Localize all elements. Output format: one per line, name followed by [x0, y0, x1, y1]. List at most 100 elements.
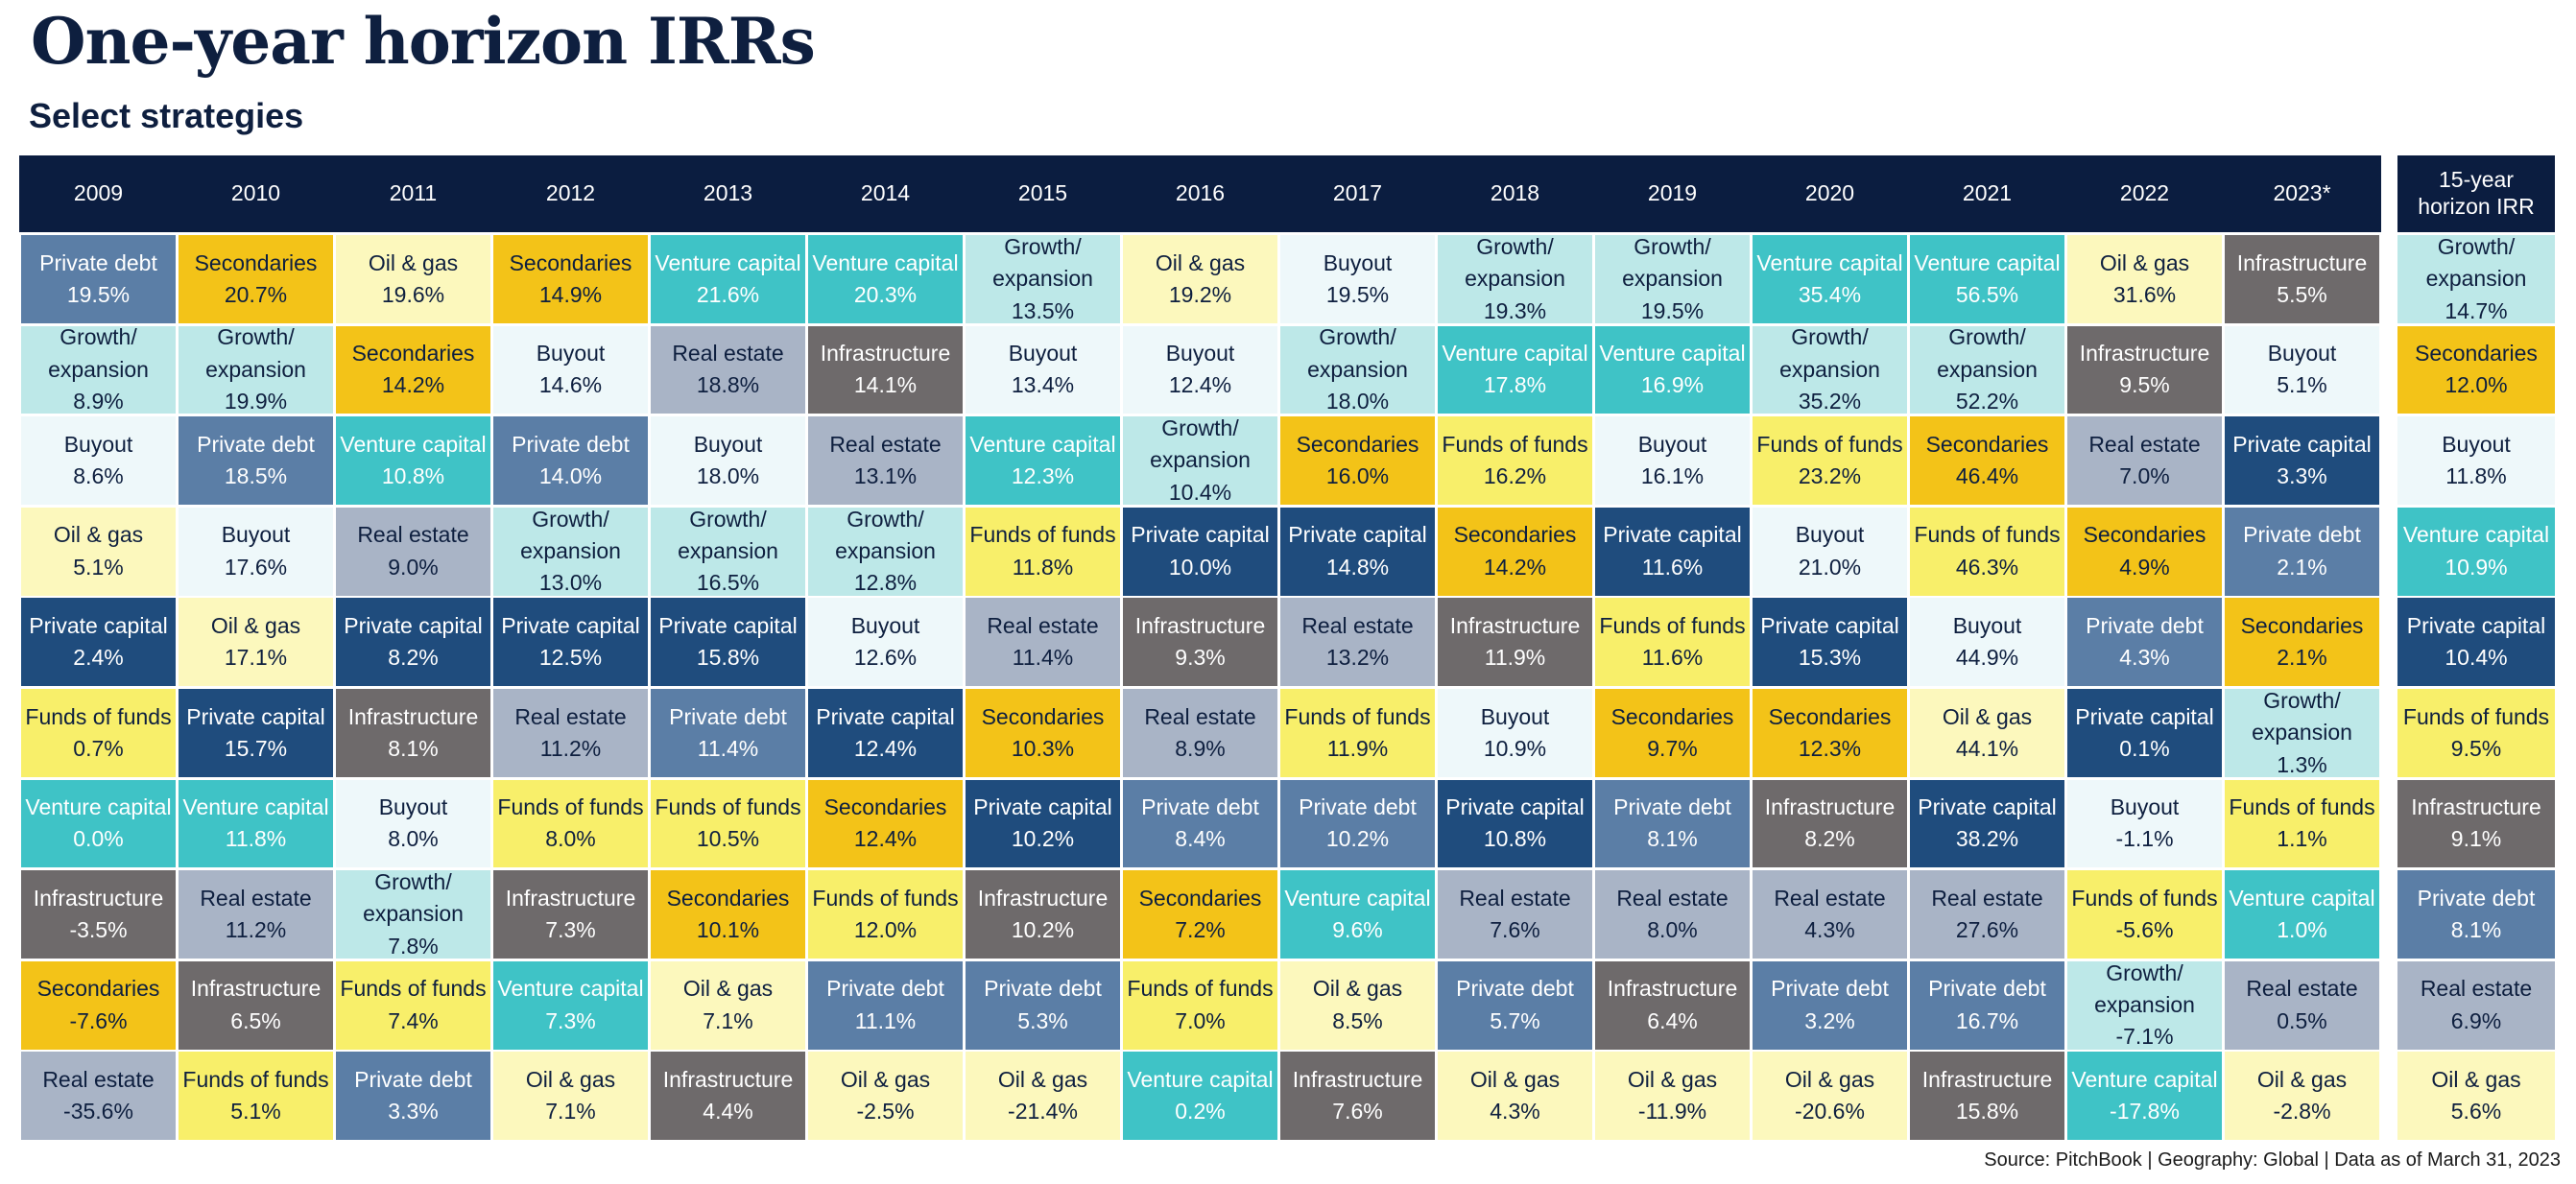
cell-buyout: Buyout 44.9% — [1910, 598, 2064, 687]
cell-strategy-label: Private capital — [29, 612, 168, 638]
cell-strategy-label: Oil & gas — [2099, 249, 2190, 275]
cell-strategy-label: Oil & gas — [1627, 1066, 1718, 1092]
cell-strategy-label: Infrastructure — [347, 703, 479, 729]
cell-irr-value: 10.2% — [1011, 917, 1075, 943]
cell-strategy-label: Real estate — [357, 522, 469, 548]
cell-strategy-label: Venture capital — [25, 794, 172, 820]
cell-growth-expansion: Growth/expansion 19.9% — [179, 324, 333, 414]
source-note: Source: PitchBook | Geography: Global | … — [1984, 1149, 2561, 1171]
cell-private-capital: Private capital 2.4% — [21, 598, 176, 687]
cell-strategy-label: Private debt — [1456, 976, 1574, 1002]
cell-growth-expansion: Growth/expansion 13.5% — [966, 234, 1120, 323]
cell-venture-capital: Venture capital 20.3% — [808, 235, 963, 323]
cell-irr-value: 11.4% — [1012, 645, 1074, 671]
cell-irr-value: 5.3% — [1017, 1007, 1068, 1033]
cell-irr-value: 56.5% — [1955, 281, 2019, 307]
cell-irr-value: 18.5% — [224, 463, 288, 489]
cell-secondaries: Secondaries 14.2% — [1438, 507, 1592, 596]
cell-strategy-label: Buyout — [1952, 612, 2022, 638]
horizon-header: 15-year horizon IRR — [2397, 155, 2555, 232]
cell-real-estate: Real estate 8.0% — [1595, 870, 1750, 959]
cell-irr-value: 12.3% — [1011, 463, 1075, 489]
cell-private-capital: Private capital 15.8% — [651, 598, 805, 687]
cell-strategy-label: Funds of funds — [969, 522, 1116, 548]
cell-irr-value: 10.9% — [1483, 735, 1547, 761]
cell-irr-value: 18.8% — [696, 372, 760, 398]
cell-infrastructure: Infrastructure 9.5% — [2067, 325, 2222, 414]
cell-irr-value: 7.0% — [2119, 463, 2170, 489]
cell-buyout: Buyout 19.5% — [1280, 235, 1435, 323]
cell-venture-capital: Venture capital -17.8% — [2067, 1052, 2222, 1141]
cell-venture-capital: Venture capital 11.8% — [179, 779, 333, 868]
cell-funds-of-funds: Funds of funds 12.0% — [808, 870, 963, 959]
cell-strategy-label: Secondaries — [1610, 703, 1734, 729]
cell-strategy-label: Private capital — [816, 703, 955, 729]
cell-irr-value: 8.1% — [388, 735, 439, 761]
cell-irr-value: -2.8% — [2273, 1099, 2331, 1125]
cell-strategy-label: Infrastructure — [505, 885, 636, 911]
cell-strategy-label: Real estate — [1774, 885, 1886, 911]
cell-strategy-label: Buyout — [63, 431, 133, 457]
cell-irr-value: 1.3% — [2277, 751, 2327, 777]
cell-irr-value: 11.8% — [1012, 554, 1074, 580]
cell-irr-value: 11.2% — [539, 735, 602, 761]
cell-infrastructure: Infrastructure 6.4% — [1595, 960, 1750, 1050]
cell-irr-value: 35.2% — [1798, 389, 1862, 414]
cell-irr-value: 12.0% — [853, 917, 918, 943]
cell-irr-value: 7.2% — [1175, 917, 1226, 943]
cell-irr-value: 19.9% — [224, 389, 288, 414]
cell-irr-value: 5.1% — [73, 554, 124, 580]
cell-irr-value: 19.6% — [381, 281, 445, 307]
cell-irr-value: 1.1% — [2277, 826, 2327, 852]
cell-strategy-label: Real estate — [514, 703, 627, 729]
cell-oil-gas: Oil & gas -2.8% — [2225, 1052, 2379, 1141]
cell-funds-of-funds: Funds of funds 5.1% — [179, 1052, 333, 1141]
cell-irr-value: 10.9% — [2445, 554, 2508, 580]
cell-strategy-label: Buyout — [1165, 341, 1235, 367]
cell-strategy-label: Infrastructure — [1764, 794, 1896, 820]
cell-growth-expansion: Growth/expansion 19.5% — [1595, 234, 1750, 323]
cell-strategy-label: Funds of funds — [182, 1066, 329, 1092]
cell-funds-of-funds: Funds of funds 9.5% — [2397, 689, 2555, 777]
cell-strategy-label: Real estate — [672, 341, 784, 367]
cell-irr-value: 14.6% — [538, 372, 603, 398]
cell-real-estate: Real estate 11.4% — [966, 598, 1120, 687]
cell-venture-capital: Venture capital 1.0% — [2225, 870, 2379, 959]
cell-irr-value: -7.6% — [69, 1007, 128, 1033]
cell-irr-value: 6.4% — [1647, 1007, 1698, 1033]
cell-buyout: Buyout 13.4% — [966, 325, 1120, 414]
cell-irr-value: 35.4% — [1798, 281, 1862, 307]
cell-strategy-label: Private debt — [197, 431, 315, 457]
cell-growth-expansion: Growth/expansion 18.0% — [1280, 324, 1435, 414]
cell-strategy-label: Venture capital — [1442, 341, 1588, 367]
cell-strategy-label: Real estate — [200, 885, 312, 911]
cell-secondaries: Secondaries 2.1% — [2225, 598, 2379, 687]
cell-irr-value: 5.5% — [2277, 281, 2327, 307]
cell-secondaries: Secondaries 14.9% — [493, 235, 648, 323]
cell-irr-value: 5.1% — [230, 1099, 281, 1125]
page-subtitle: Select strategies — [29, 96, 304, 135]
cell-strategy-label: Infrastructure — [1292, 1066, 1423, 1092]
cell-strategy-label: Growth/expansion — [1779, 324, 1880, 382]
cell-strategy-label: Secondaries — [2240, 612, 2364, 638]
cell-infrastructure: Infrastructure 7.6% — [1280, 1052, 1435, 1141]
cell-irr-value: -7.1% — [2115, 1024, 2174, 1050]
cell-strategy-label: Funds of funds — [340, 976, 487, 1002]
cell-oil-gas: Oil & gas 7.1% — [493, 1052, 648, 1141]
cell-strategy-label: Funds of funds — [655, 794, 801, 820]
cell-strategy-label: Funds of funds — [1284, 703, 1431, 729]
cell-strategy-label: Real estate — [1616, 885, 1729, 911]
cell-irr-value: 14.0% — [538, 463, 603, 489]
cell-strategy-label: Funds of funds — [2229, 794, 2375, 820]
year-header: 2019 — [1593, 155, 1752, 232]
cell-irr-value: 27.6% — [1955, 917, 2019, 943]
cell-funds-of-funds: Funds of funds 11.8% — [966, 507, 1120, 596]
cell-irr-value: 4.9% — [2119, 554, 2170, 580]
cell-private-debt: Private debt 8.1% — [2397, 870, 2555, 959]
cell-private-debt: Private debt 18.5% — [179, 416, 333, 505]
cell-strategy-label: Secondaries — [1768, 703, 1892, 729]
cell-buyout: Buyout 10.9% — [1438, 689, 1592, 777]
cell-strategy-label: Oil & gas — [1942, 703, 2033, 729]
cell-funds-of-funds: Funds of funds -5.6% — [2067, 870, 2222, 959]
cell-irr-value: 12.3% — [1798, 735, 1862, 761]
